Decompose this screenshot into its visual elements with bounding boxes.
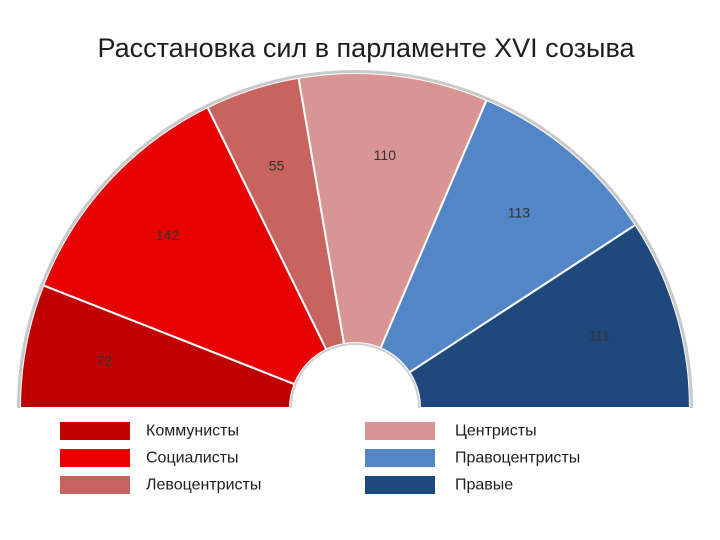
- legend-label-centristy: Центристы: [455, 423, 537, 440]
- chart-title: Расстановка сил в парламенте XVI созыва: [97, 33, 635, 63]
- legend-swatch-pravocentristy: [365, 449, 435, 467]
- chart-rims: [17, 70, 693, 409]
- data-label-levocentristy: 55: [269, 157, 285, 173]
- data-labels: 72 142 55 110 113 111: [97, 147, 611, 369]
- legend: Коммунисты Социалисты Левоцентристы Цент…: [60, 422, 580, 494]
- inner-hole: [290, 343, 420, 409]
- data-label-kommunisty: 72: [97, 352, 113, 368]
- data-label-pravocentristy: 113: [508, 205, 531, 221]
- legend-label-pravocentristy: Правоцентристы: [455, 450, 580, 467]
- data-label-pravye: 111: [589, 327, 610, 343]
- outer-rim: [17, 70, 693, 409]
- data-label-socialisty: 142: [156, 227, 180, 243]
- legend-swatch-kommunisty: [60, 422, 130, 440]
- legend-swatch-levocentristy: [60, 476, 130, 494]
- legend-swatch-socialisty: [60, 449, 130, 467]
- legend-label-levocentristy: Левоцентристы: [146, 477, 261, 494]
- legend-label-pravye: Правые: [455, 477, 513, 494]
- legend-label-socialisty: Социалисты: [146, 450, 239, 467]
- legend-swatch-centristy: [365, 422, 435, 440]
- data-label-centristy: 110: [374, 147, 397, 163]
- legend-label-kommunisty: Коммунисты: [146, 423, 239, 440]
- chart-slices: [19, 72, 691, 409]
- legend-swatch-pravye: [365, 476, 435, 494]
